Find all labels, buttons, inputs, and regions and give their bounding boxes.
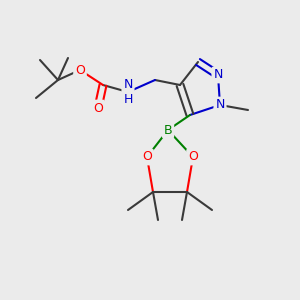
Text: O: O — [188, 151, 198, 164]
Text: O: O — [75, 64, 85, 76]
Text: N
H: N H — [123, 78, 133, 106]
Text: B: B — [164, 124, 172, 136]
Text: O: O — [93, 101, 103, 115]
Text: N: N — [213, 68, 223, 82]
Text: N: N — [215, 98, 225, 112]
Text: O: O — [142, 151, 152, 164]
